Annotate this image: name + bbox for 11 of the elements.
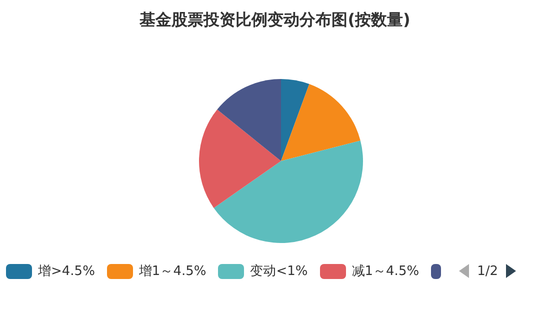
legend-label: 减1～4.5%: [352, 263, 420, 280]
legend-label: 增>4.5%: [38, 263, 95, 280]
pie-slice: [214, 140, 363, 243]
pie-slice: [217, 79, 281, 161]
legend-label: 增1～4.5%: [138, 263, 206, 280]
text: 1/2: [477, 264, 498, 278]
chart-title: 基金股票投资比例变动分布图(按数量): [138, 10, 412, 31]
pie-slice: [281, 79, 310, 161]
legend-label: 变动<1%: [250, 263, 308, 280]
pie-slice: [281, 84, 360, 161]
pie-slice: [199, 110, 281, 208]
